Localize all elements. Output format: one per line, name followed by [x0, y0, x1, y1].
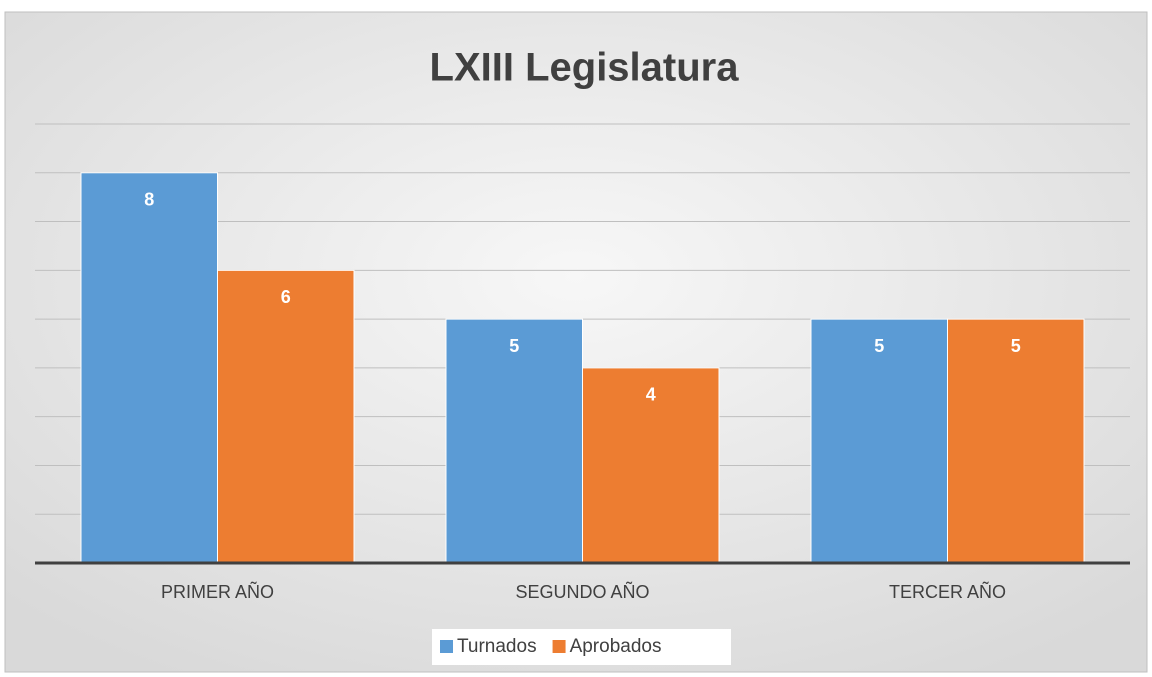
bar — [810, 318, 948, 564]
bar — [217, 269, 355, 564]
legend-box — [432, 629, 731, 665]
data-label: 6 — [281, 287, 291, 307]
bar — [445, 318, 583, 564]
legend-label: Aprobados — [570, 636, 662, 657]
legend-swatch — [440, 640, 453, 653]
data-label: 4 — [646, 385, 656, 405]
bar — [947, 318, 1085, 564]
data-label: 5 — [1011, 336, 1021, 356]
x-tick-label: PRIMER AÑO — [161, 581, 274, 602]
x-tick-label: TERCER AÑO — [889, 581, 1006, 602]
chart-title: LXIII Legislatura — [430, 46, 740, 90]
legend-swatch — [552, 640, 566, 653]
data-label: 5 — [874, 336, 884, 356]
x-tick-label: SEGUNDO AÑO — [515, 581, 649, 602]
bar — [80, 172, 218, 564]
data-label: 8 — [144, 190, 154, 210]
legend-label: Turnados — [457, 636, 537, 657]
data-label: 5 — [509, 336, 519, 356]
